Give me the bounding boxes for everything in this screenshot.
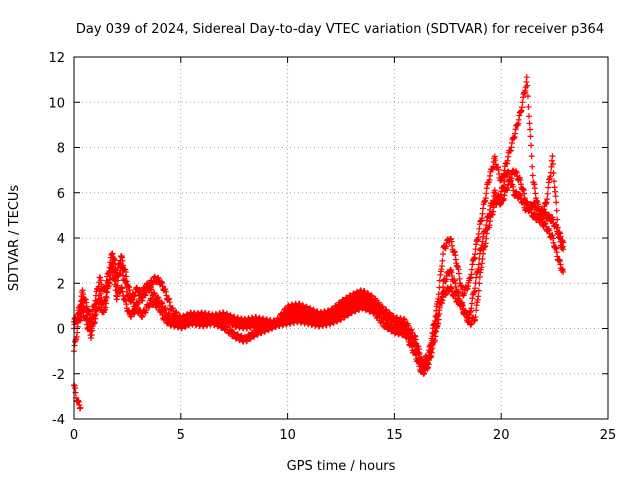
y-tick-label: 4 bbox=[57, 232, 65, 247]
data-point bbox=[472, 251, 479, 258]
data-point bbox=[524, 82, 531, 89]
data-point bbox=[560, 239, 567, 246]
x-tick-label: 0 bbox=[70, 428, 78, 443]
series-track-4 bbox=[71, 168, 567, 371]
y-tick-label: 12 bbox=[48, 51, 65, 66]
data-point bbox=[526, 120, 533, 127]
data-point bbox=[553, 207, 560, 214]
data-point bbox=[527, 133, 534, 140]
grid-lines bbox=[74, 57, 608, 419]
x-tick-label: 25 bbox=[600, 428, 617, 443]
data-point bbox=[77, 404, 84, 411]
data-point bbox=[531, 185, 538, 192]
data-point bbox=[529, 172, 536, 179]
series-track-3 bbox=[71, 167, 567, 378]
data-point bbox=[435, 291, 442, 298]
data-point bbox=[438, 263, 445, 270]
data-point bbox=[524, 93, 531, 100]
data-point bbox=[468, 300, 475, 307]
data-point bbox=[472, 285, 479, 292]
y-tick-label: 6 bbox=[57, 187, 65, 202]
y-tick-label: 8 bbox=[57, 142, 65, 157]
y-axis-label: SDTVAR / TECUs bbox=[7, 185, 22, 292]
data-point bbox=[106, 264, 113, 271]
series-track-1 bbox=[71, 382, 84, 412]
data-point bbox=[560, 268, 567, 275]
x-tick-label: 10 bbox=[279, 428, 296, 443]
data-point bbox=[523, 74, 530, 81]
data-point bbox=[560, 246, 567, 253]
data-point bbox=[528, 142, 535, 149]
data-point bbox=[473, 307, 480, 314]
data-point bbox=[549, 153, 556, 160]
y-tick-label: -4 bbox=[52, 413, 65, 428]
data-point bbox=[112, 281, 119, 288]
data-point bbox=[525, 103, 532, 110]
data-point bbox=[479, 256, 486, 263]
x-axis-label: GPS time / hours bbox=[287, 459, 396, 474]
y-tick-label: 10 bbox=[48, 96, 65, 111]
data-point bbox=[475, 261, 482, 268]
data-point bbox=[483, 190, 490, 197]
data-point bbox=[529, 163, 536, 170]
data-point bbox=[439, 250, 446, 257]
y-tick-label: 2 bbox=[57, 277, 65, 292]
x-tick-label: 5 bbox=[177, 428, 185, 443]
y-tick-label: -2 bbox=[52, 368, 65, 383]
y-tick-label: 0 bbox=[57, 323, 65, 338]
data-point bbox=[549, 160, 556, 167]
data-point bbox=[545, 184, 552, 191]
data-point bbox=[103, 293, 110, 300]
data-point bbox=[552, 193, 559, 200]
data-point bbox=[456, 270, 463, 277]
data-point bbox=[428, 342, 435, 349]
data-point bbox=[519, 99, 526, 106]
data-point bbox=[475, 293, 482, 300]
data-point bbox=[439, 257, 446, 264]
data-point bbox=[544, 196, 551, 203]
data-point bbox=[483, 235, 490, 242]
data-point bbox=[553, 199, 560, 206]
data-point bbox=[432, 323, 439, 330]
data-point bbox=[472, 314, 479, 321]
data-point bbox=[550, 170, 557, 176]
data-point bbox=[525, 113, 532, 120]
data-point bbox=[74, 329, 81, 336]
data-point bbox=[551, 178, 558, 185]
x-tick-label: 20 bbox=[493, 428, 510, 443]
data-point bbox=[475, 287, 482, 294]
axis-ticks: 0 5 10 15 20 25 -4 -2 0 2 4 6 8 10 12 bbox=[48, 51, 616, 443]
data-point bbox=[479, 210, 486, 217]
data-point bbox=[544, 190, 551, 197]
data-point bbox=[476, 280, 483, 287]
data-point bbox=[528, 153, 535, 160]
data-markers bbox=[71, 74, 567, 412]
chart-title: Day 039 of 2024, Sidereal Day-to-day VTE… bbox=[76, 22, 604, 37]
x-tick-label: 15 bbox=[386, 428, 403, 443]
data-point bbox=[475, 231, 482, 238]
data-point bbox=[439, 283, 446, 290]
data-point bbox=[527, 126, 534, 133]
data-point bbox=[468, 266, 475, 273]
